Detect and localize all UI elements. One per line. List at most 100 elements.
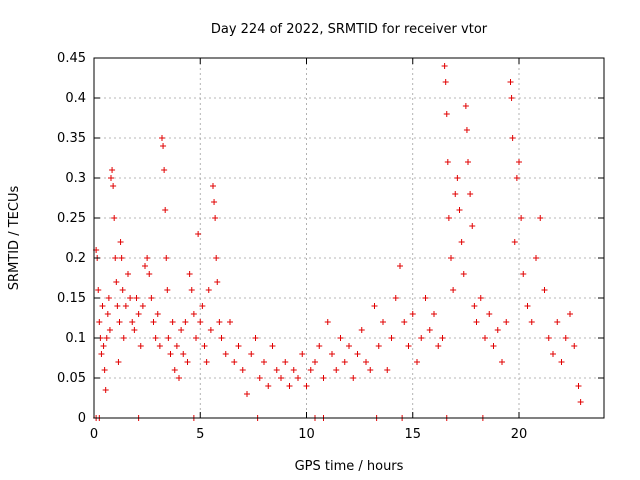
data-point [135,311,142,317]
data-point [448,255,454,261]
data-point [139,303,146,309]
data-point [392,295,399,301]
data-point [176,375,182,381]
data-point [462,103,469,109]
data-point [239,367,246,373]
data-point [205,287,212,293]
data-point [227,319,233,325]
data-point [520,271,527,277]
data-point [184,359,191,365]
data-point [513,175,520,181]
data-point [148,295,155,301]
axes: 0 5 10 15 20 0 0.05 0.1 0.15 0.2 0.25 0.3 0.35 0.4 0.4… [57,51,604,442]
data-point [575,383,582,389]
data-point [193,335,199,341]
data-point [203,359,210,365]
data-point [159,135,165,141]
data-point [312,359,318,365]
data-point [199,303,206,309]
data-point [104,311,111,317]
data-point [442,79,449,85]
data-point [460,271,467,277]
data-point [210,183,216,189]
data-point [106,327,113,333]
data-point [456,207,463,213]
data-point [188,287,195,293]
data-point [524,303,531,309]
data-point [295,375,301,381]
data-point [290,367,297,373]
data-point [101,367,108,373]
data-point [164,287,171,293]
data-point [286,383,293,389]
data-point [165,335,172,341]
y-tick-label: 0.3 [65,171,86,186]
data-point [171,367,178,373]
data-point [201,343,208,349]
data-point [190,311,197,317]
data-point [454,175,461,181]
data-point [516,159,522,165]
data-point [458,239,465,245]
data-point [511,239,518,245]
data-point [316,343,323,349]
y-tick-label: 0.25 [57,211,86,226]
data-point [178,327,185,333]
data-point [333,367,340,373]
data-point [567,311,573,317]
data-point [450,287,457,293]
data-point [282,359,289,365]
x-tick-label: 10 [298,427,315,442]
data-point [111,215,118,221]
grid [94,58,604,418]
data-point [117,239,124,245]
data-point [105,295,112,301]
data-points [93,63,584,421]
data-point [329,351,335,357]
data-point [477,295,484,301]
data-point [509,135,516,141]
data-point [162,207,169,213]
data-point [401,319,408,325]
x-tick-label: 0 [90,427,98,442]
data-point [346,343,352,349]
data-point [507,79,514,85]
data-point [499,359,505,365]
data-point [152,335,159,341]
data-point [533,255,539,261]
data-point [100,343,107,349]
y-tick-label: 0.2 [65,251,86,266]
data-point [471,303,478,309]
data-point [161,167,168,173]
data-point [541,287,548,293]
data-point [261,359,267,365]
data-point [473,319,480,325]
data-point [108,175,114,181]
data-point [363,359,369,365]
data-point [350,375,357,381]
data-point [490,343,497,349]
data-point [388,335,395,341]
data-point [99,303,106,309]
data-point [414,359,420,365]
y-tick-label: 0.4 [65,91,86,106]
data-point [550,351,556,357]
data-point [154,311,161,317]
data-point [96,319,103,325]
data-point [218,335,225,341]
y-axis-label: SRMTID / TECUs [7,186,22,291]
data-point [156,343,163,349]
data-point [494,327,501,333]
y-tick-label: 0.35 [57,131,86,146]
x-tick-label: 20 [511,427,528,442]
y-tick-label: 0.45 [57,51,86,66]
data-point [528,319,535,325]
data-point [142,263,148,269]
data-point [358,327,365,333]
x-tick-label: 15 [404,427,421,442]
y-tick-label: 0 [78,411,86,426]
data-point [307,367,314,373]
data-point [102,387,109,393]
data-point [186,271,193,277]
data-point [235,343,242,349]
